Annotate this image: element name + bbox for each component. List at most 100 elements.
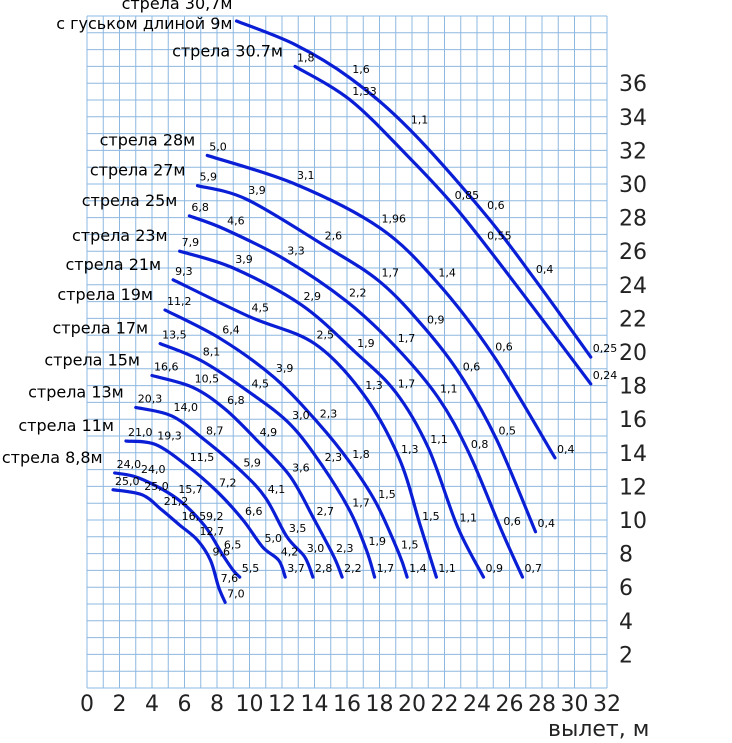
data-label: 1,7	[377, 562, 395, 575]
data-label: 2,2	[349, 287, 367, 300]
load-curves	[111, 19, 593, 604]
data-label: 7,6	[221, 572, 239, 585]
y-tick-label: 26	[619, 240, 647, 265]
data-label: 25,0	[144, 480, 169, 493]
series-line	[124, 439, 287, 579]
data-label: 3,7	[287, 562, 305, 575]
x-tick-label: 18	[366, 692, 394, 717]
x-tick-label: 6	[178, 692, 192, 717]
data-label: 0,24	[593, 369, 618, 382]
data-label: 7,2	[219, 476, 237, 489]
data-label: 6,5	[224, 539, 242, 552]
data-label: 1,1	[438, 562, 456, 575]
data-label: 6,6	[245, 505, 263, 518]
boom-label: стрела 15м	[44, 351, 140, 370]
x-tick-label: 24	[463, 692, 491, 717]
data-label: 0,5	[499, 424, 517, 437]
boom-label: стрела 30.7м	[172, 41, 283, 60]
y-tick-label: 30	[619, 173, 647, 198]
data-label: 0,25	[593, 342, 618, 355]
data-label: 4,5	[252, 302, 270, 315]
y-tick-label: 34	[619, 106, 647, 131]
series-line	[178, 249, 486, 579]
x-tick-label: 30	[561, 692, 589, 717]
series-line	[111, 488, 227, 604]
data-label: 9,3	[175, 265, 193, 278]
data-label: 24,0	[141, 463, 166, 476]
y-tick-label: 14	[619, 442, 647, 467]
data-label: 5,0	[265, 532, 283, 545]
data-label: 1,7	[398, 377, 416, 390]
x-tick-label: 14	[301, 692, 329, 717]
data-label: 1,96	[382, 213, 407, 226]
data-label: 5,9	[243, 456, 261, 469]
data-label: 3,0	[292, 409, 310, 422]
x-tick-label: 32	[593, 692, 621, 717]
data-label: 1,4	[409, 562, 427, 575]
data-label: 1,7	[352, 497, 370, 510]
data-label: 2,8	[315, 562, 333, 575]
data-label: 2,3	[325, 451, 343, 464]
data-label: 24,0	[117, 458, 142, 471]
boom-label: стрела 25м	[82, 191, 178, 210]
data-label: 4,2	[281, 545, 299, 558]
y-tick-label: 32	[619, 139, 647, 164]
boom-labels: стрела 30,7мс гуськом длиной 9м стрела 30…	[2, 0, 283, 467]
data-label: 0,9	[427, 313, 445, 326]
data-label: 0,9	[486, 562, 504, 575]
y-tick-label: 6	[619, 576, 633, 601]
x-tick-label: 8	[210, 692, 224, 717]
grid	[86, 15, 608, 689]
data-label: 5,9	[200, 171, 218, 184]
data-label: 15,7	[178, 483, 203, 496]
boom-label: стрела 8,8м	[2, 448, 103, 467]
data-label: 12,7	[200, 525, 225, 538]
series-line	[293, 64, 593, 386]
data-label: 1,3	[401, 443, 419, 456]
x-tick-label: 22	[431, 692, 459, 717]
data-label: 2,9	[304, 290, 322, 303]
data-label: 3,1	[297, 169, 315, 182]
x-tick-label: 28	[528, 692, 556, 717]
x-axis-ticks: 0 2 4 6 8 10 12 14 16 18 20 22 24 26 28 30 32	[80, 692, 621, 717]
x-tick-label: 26	[496, 692, 524, 717]
data-label: 6,8	[191, 201, 209, 214]
data-label: 14,0	[174, 401, 199, 414]
data-label: 0,7	[525, 562, 543, 575]
data-label: 1,1	[460, 512, 478, 525]
y-tick-label: 20	[619, 341, 647, 366]
data-label: 2,3	[320, 408, 338, 421]
x-tick-label: 4	[145, 692, 159, 717]
data-label: 0,4	[538, 517, 556, 530]
data-label: 21,0	[128, 426, 153, 439]
data-label: 7,0	[227, 587, 245, 600]
data-label: 2,3	[336, 542, 354, 555]
series-line	[113, 471, 242, 579]
data-label: 1,8	[352, 448, 370, 461]
data-label: 2,7	[317, 505, 335, 518]
data-label: 4,5	[252, 377, 270, 390]
series-line	[134, 405, 315, 579]
series-line	[171, 278, 438, 579]
data-label: 1,1	[440, 382, 458, 395]
y-tick-label: 4	[619, 610, 633, 635]
data-label: 19,3	[157, 429, 182, 442]
data-label: 1,33	[352, 85, 377, 98]
data-label: 0,4	[536, 263, 554, 276]
data-label: 20,3	[138, 392, 163, 405]
boom-label: стрела 23м	[72, 226, 168, 245]
series-line	[205, 153, 557, 460]
data-label: 6,8	[227, 394, 245, 407]
y-tick-label: 28	[619, 207, 647, 232]
x-axis-label: вылет, м	[548, 717, 649, 742]
data-label: 1,4	[438, 266, 456, 279]
data-label: 13,5	[162, 329, 187, 342]
data-label: 1,6	[352, 63, 370, 76]
data-label: 1,5	[422, 510, 440, 523]
data-label: 16,6	[154, 361, 179, 374]
boom-label: стрела 30,7м	[122, 0, 233, 13]
y-tick-label: 22	[619, 307, 647, 332]
series-line	[234, 19, 593, 359]
